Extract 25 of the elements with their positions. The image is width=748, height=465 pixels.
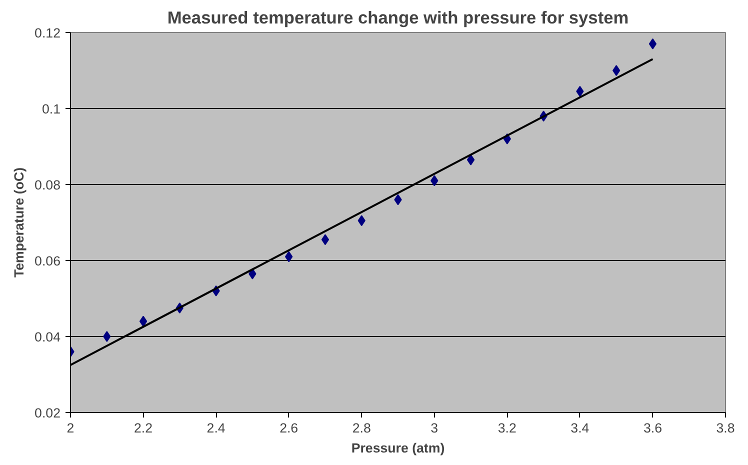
x-tick-label: 2.8	[352, 420, 371, 436]
y-tick-label: 0.08	[34, 178, 61, 192]
x-tick-label: 3.6	[643, 420, 662, 436]
x-tick-label: 3.8	[716, 420, 735, 436]
x-tick-label: 3.2	[498, 420, 516, 436]
y-tick-label: 0.12	[34, 26, 61, 40]
x-tick-label: 2.6	[280, 420, 298, 436]
x-tick-label: 2.2	[134, 420, 153, 436]
point	[321, 234, 330, 246]
y-axis-title: Temperature (oC)	[12, 167, 27, 278]
point	[648, 38, 657, 50]
point	[466, 154, 475, 166]
y-tick-label: 0.02	[34, 406, 61, 420]
y-tick-label: 0.1	[42, 102, 61, 116]
point	[139, 316, 148, 327]
x-tick-label: 3	[430, 420, 438, 436]
point	[103, 331, 111, 342]
chart-title: Measured temperature change with pressure for system	[167, 8, 629, 28]
y-tick-label: 0.06	[34, 254, 61, 268]
point	[612, 65, 620, 76]
x-tick-label: 2	[66, 420, 74, 436]
x-axis-title: Pressure (atm)	[351, 440, 445, 456]
y-tick-label: 0.04	[34, 330, 62, 344]
x-tick-label: 2.4	[206, 420, 226, 436]
x-tick-label: 3.4	[570, 420, 590, 436]
